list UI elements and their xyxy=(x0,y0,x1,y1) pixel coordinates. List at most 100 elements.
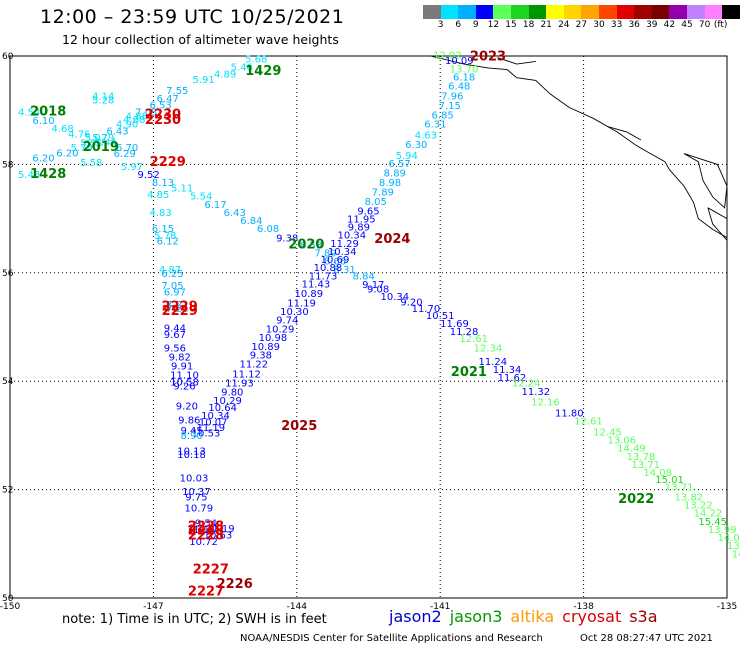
wave-height-value: 13.22 xyxy=(684,501,713,512)
wave-height-value: 7.21 xyxy=(166,304,188,315)
wave-height-value: 5.28 xyxy=(92,96,114,107)
wave-height-value: 4.87 xyxy=(159,265,181,276)
wave-height-value: 8.53 xyxy=(300,240,322,251)
footer-credit: NOAA/NESDIS Center for Satellite Applica… xyxy=(240,633,543,644)
latitude-label: 56 xyxy=(2,269,14,279)
wave-height-value: 7.05 xyxy=(161,281,183,292)
wave-height-value: 4.88 xyxy=(126,111,148,122)
wave-height-value: 5.91 xyxy=(192,75,214,86)
wave-height-value: 5.55 xyxy=(80,139,102,150)
wave-height-value: 12.24 xyxy=(512,379,541,390)
pass-time-label: 2229 xyxy=(150,155,186,170)
wave-height-value: 12.16 xyxy=(531,398,560,409)
wave-height-value: 6.97 xyxy=(164,288,186,299)
wave-height-value: 5.54 xyxy=(190,192,212,203)
wave-height-value: 7.89 xyxy=(314,249,336,260)
island-outline xyxy=(497,57,536,65)
satellite-legend-jason2: jason2 xyxy=(389,607,442,626)
wave-height-value: 8.05 xyxy=(365,197,387,208)
wave-height-value: 6.48 xyxy=(448,82,470,93)
wave-height-value: 11.34 xyxy=(493,365,522,376)
wave-height-value: 6.47 xyxy=(157,94,179,105)
coastline xyxy=(430,55,728,238)
color-scale-tick: 45 xyxy=(681,20,693,30)
wave-height-value: 10.89 xyxy=(251,342,280,353)
wave-height-value: 10.72 xyxy=(189,537,218,548)
wave-height-value: 11.28 xyxy=(450,327,479,338)
pass-time-label: 2229 xyxy=(162,304,198,319)
wave-height-value: 10.79 xyxy=(184,503,213,514)
wave-height-value: 4.68 xyxy=(51,124,73,135)
wave-height-value: 6.85 xyxy=(431,110,453,121)
satellite-legend-altika: altika xyxy=(510,607,555,626)
satellite-legend-s3a: s3a xyxy=(629,607,658,626)
wave-height-value: 11.19 xyxy=(196,423,225,434)
wave-height-value: 14.49 xyxy=(617,444,646,455)
wave-height-value: 12.61 xyxy=(574,417,603,428)
pass-time-label: 2228 xyxy=(188,529,224,544)
color-swatch xyxy=(704,5,723,19)
wave-height-value: 6.25 xyxy=(161,269,183,280)
wave-height-value: 5.79 xyxy=(92,133,114,144)
wave-height-value: 6.43 xyxy=(106,127,128,138)
longitude-label: -144 xyxy=(287,602,308,612)
color-swatch xyxy=(563,5,582,19)
latitude-label: 50 xyxy=(2,594,14,604)
wave-height-value: 6.17 xyxy=(204,200,226,211)
wave-height-value: 6.20 xyxy=(32,154,54,165)
color-scale-tick: 18 xyxy=(522,20,535,30)
wave-height-value: 6.70 xyxy=(116,143,138,154)
wave-height-value: 6.10 xyxy=(32,116,54,127)
wave-height-value: 5.97 xyxy=(121,162,143,173)
wave-height-value: 13.06 xyxy=(607,436,636,447)
wave-height-value: 4.76 xyxy=(68,129,90,140)
wave-height-value: 8.31 xyxy=(333,265,355,276)
latitude-label: 58 xyxy=(2,160,14,170)
latitude-label: 52 xyxy=(2,486,13,496)
wave-height-value: 13.71 xyxy=(631,460,660,471)
wave-height-value: 6.84 xyxy=(240,216,262,227)
wave-height-value: 5.94 xyxy=(396,151,418,162)
color-scale-tick: 21 xyxy=(540,20,552,30)
wave-height-value: 6.53 xyxy=(149,101,171,112)
wave-height-value: 11.10 xyxy=(170,371,199,382)
pass-time-label: 2227 xyxy=(193,563,229,578)
wave-height-value: 5.58 xyxy=(80,158,102,169)
wave-height-value: 10.37 xyxy=(182,487,211,498)
wave-height-value: 11.80 xyxy=(555,408,584,419)
wave-height-value: 10.98 xyxy=(259,333,288,344)
wave-height-value: 9.75 xyxy=(185,492,207,503)
pass-time-label: 2230 xyxy=(145,107,181,122)
wave-height-value: 5.02 xyxy=(85,133,107,144)
wave-height-value: 9.86 xyxy=(178,416,200,427)
wave-height-value: 5.68 xyxy=(245,55,267,66)
footer-timestamp: Oct 28 08:27:47 UTC 2021 xyxy=(580,633,713,644)
wave-height-value: 6.29 xyxy=(114,149,136,160)
wave-height-value: 6.20 xyxy=(56,148,78,159)
wave-height-value: 5.11 xyxy=(171,184,193,195)
wave-height-value: 9.38 xyxy=(250,350,272,361)
wave-height-value: 4.85 xyxy=(147,190,169,201)
wave-height-value: 9.45 xyxy=(180,426,202,437)
color-scale-tick: 42 xyxy=(663,20,676,30)
color-swatch xyxy=(616,5,635,19)
wave-height-value: 4.63 xyxy=(415,130,437,141)
pass-time-label: 2020 xyxy=(288,237,324,252)
wave-height-value: 6.15 xyxy=(152,224,174,235)
wave-height-value: 10.34 xyxy=(201,411,230,422)
color-swatch xyxy=(423,5,441,19)
wave-height-value: 11.69 xyxy=(440,319,469,330)
wave-height-value: 15.01 xyxy=(655,475,684,486)
pass-time-label: 2019 xyxy=(83,140,119,155)
color-swatch xyxy=(510,5,529,19)
wave-height-value: 7.15 xyxy=(439,101,461,112)
wave-height-value: 6.30 xyxy=(405,140,427,151)
longitude-label: -147 xyxy=(143,602,163,612)
wave-height-value: 11.29 xyxy=(330,239,359,250)
pass-time-label: 2228 xyxy=(188,524,224,539)
pass-time-label: 2018 xyxy=(30,105,66,120)
wave-height-value: 9.52 xyxy=(137,170,159,181)
longitude-label: -141 xyxy=(430,602,450,612)
wave-height-value: 9.20 xyxy=(176,401,198,412)
